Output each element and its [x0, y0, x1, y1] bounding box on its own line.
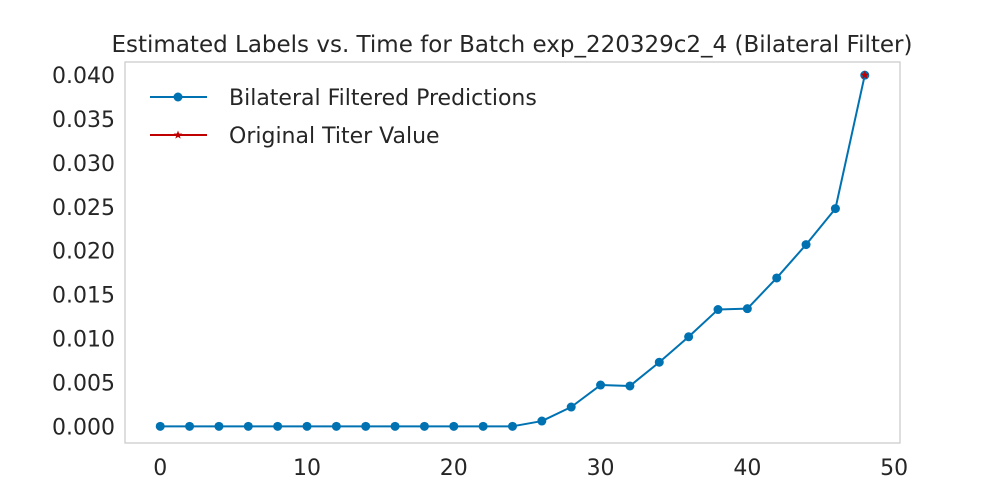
y-tick-label: 0.025	[52, 196, 115, 221]
data-point	[390, 421, 400, 431]
series-layer	[155, 70, 870, 431]
data-point	[419, 421, 429, 431]
data-point	[214, 421, 224, 431]
y-tick-label: 0.000	[52, 415, 115, 440]
x-axis: 0 10 20 30 40 50	[153, 456, 908, 481]
data-point	[302, 421, 312, 431]
data-point-star	[860, 70, 870, 79]
data-point	[596, 380, 606, 390]
y-tick-label: 0.005	[52, 371, 115, 396]
legend-label: Original Titer Value	[229, 124, 440, 149]
data-point	[537, 416, 547, 426]
data-point	[361, 421, 371, 431]
x-tick-label: 30	[587, 456, 615, 481]
data-point	[801, 240, 811, 250]
data-point	[625, 381, 635, 391]
data-point	[830, 204, 840, 214]
legend-marker	[173, 92, 183, 102]
x-tick-label: 10	[293, 456, 321, 481]
legend-label: Bilateral Filtered Predictions	[229, 86, 537, 111]
y-tick-label: 0.015	[52, 284, 115, 309]
data-point	[654, 357, 664, 367]
x-tick-label: 50	[880, 456, 908, 481]
legend: Bilateral Filtered Predictions Original T…	[150, 86, 537, 149]
y-axis: 0.000 0.005 0.010 0.015 0.020 0.025 0.030 0.035…	[52, 64, 115, 440]
data-point	[772, 273, 782, 283]
data-point	[155, 421, 165, 431]
data-point	[566, 402, 576, 412]
y-tick-label: 0.030	[52, 152, 115, 177]
data-point	[713, 305, 723, 315]
legend-marker-star	[173, 130, 183, 139]
x-tick-label: 20	[440, 456, 468, 481]
data-point	[742, 304, 752, 314]
y-tick-label: 0.035	[52, 108, 115, 133]
data-point	[508, 421, 517, 431]
plot-area	[124, 61, 901, 444]
data-point	[478, 421, 488, 431]
data-point	[449, 421, 459, 431]
y-tick-label: 0.010	[52, 328, 115, 353]
data-point	[684, 332, 694, 342]
data-point	[331, 421, 341, 431]
chart-title: Estimated Labels vs. Time for Batch exp_…	[112, 32, 913, 58]
x-tick-label: 40	[733, 456, 761, 481]
y-tick-label: 0.020	[52, 240, 115, 265]
x-tick-label: 0	[153, 456, 167, 481]
y-tick-label: 0.040	[52, 64, 115, 89]
data-point	[185, 421, 195, 431]
data-point	[243, 421, 253, 431]
data-point	[273, 421, 283, 431]
